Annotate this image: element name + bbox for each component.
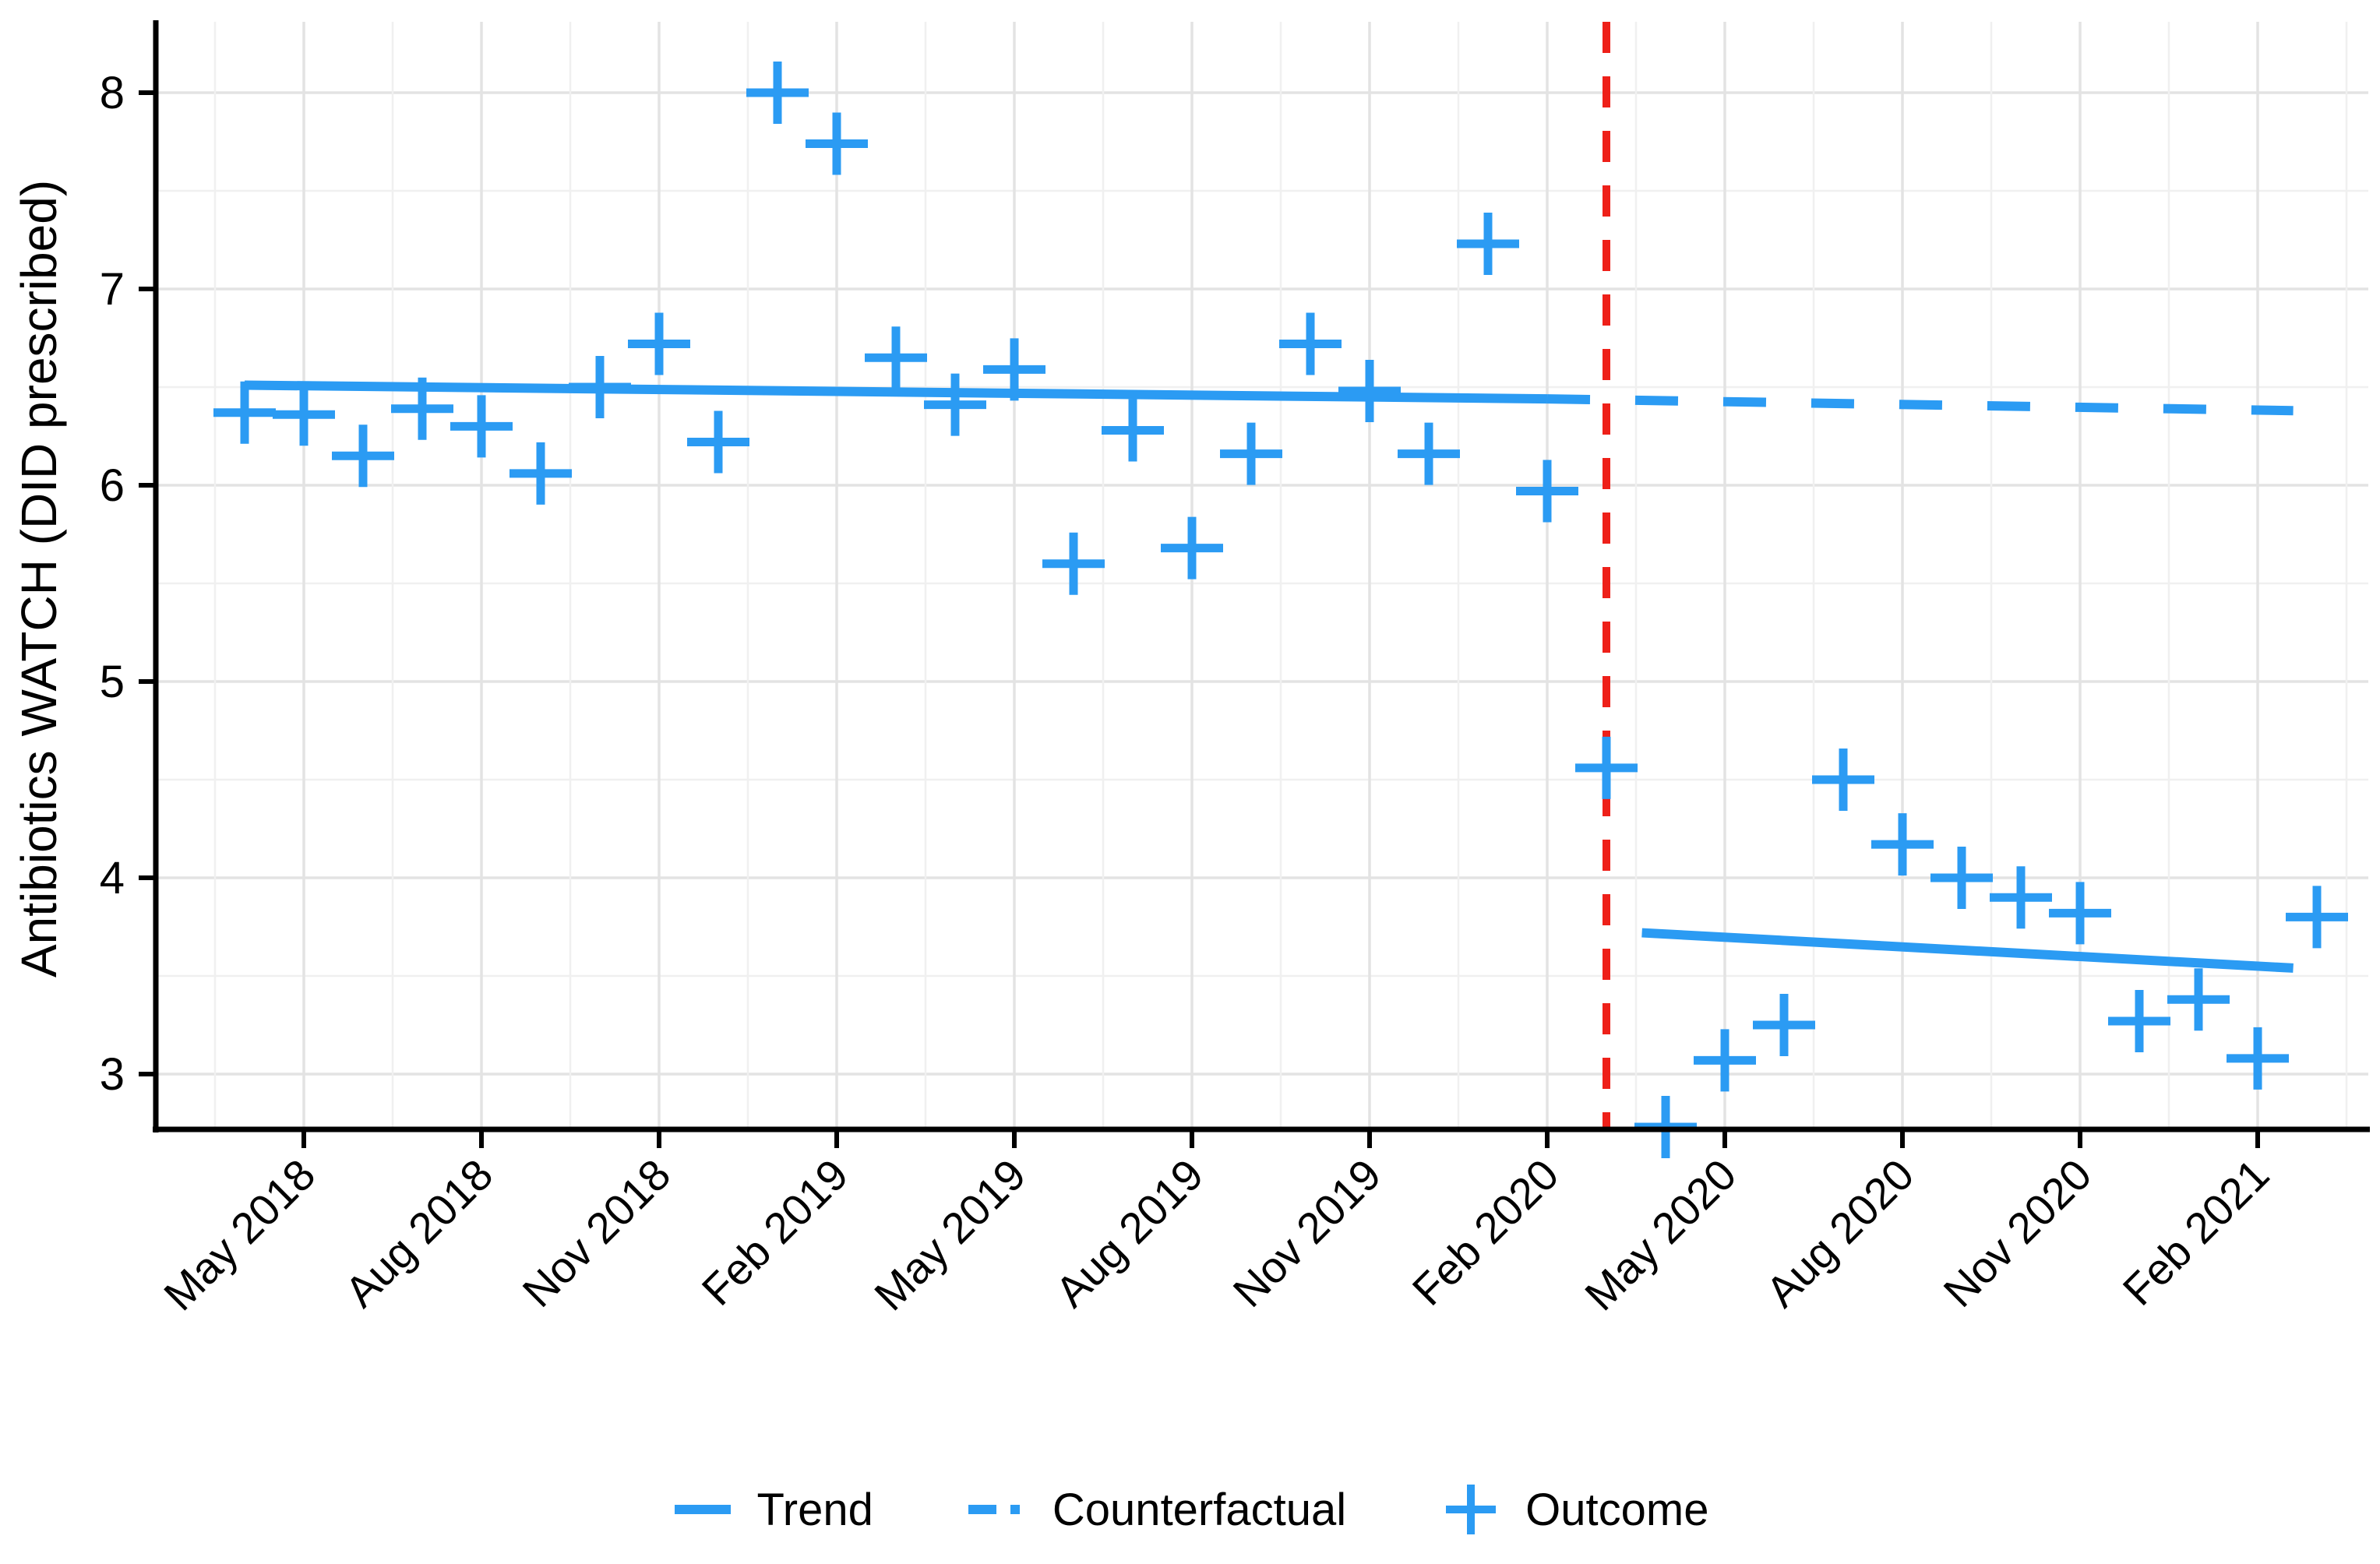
y-tick-label: 7: [100, 264, 125, 315]
x-tick-label: May 2019: [865, 1150, 1035, 1319]
outcome-point: [1457, 213, 1519, 276]
outcome-point: [509, 442, 572, 505]
outcome-point: [2286, 886, 2348, 949]
x-tick-label: Aug 2018: [335, 1150, 502, 1316]
outcome-plus-key-icon: [1446, 1485, 1497, 1534]
counterfactual-line: [1546, 394, 2294, 416]
y-tick-label: 6: [100, 460, 125, 511]
outcome-point: [1812, 749, 1874, 811]
x-tick-label: Aug 2019: [1045, 1150, 1212, 1316]
x-tick-label: Nov 2019: [1223, 1150, 1390, 1316]
y-tick-label: 5: [100, 657, 125, 707]
outcome-point: [450, 395, 513, 458]
legend: Trend Counterfactual Outcome: [0, 1478, 2380, 1541]
outcome-point: [1871, 813, 1934, 876]
outcome-point: [1102, 399, 1164, 462]
outcome-point: [1279, 312, 1342, 375]
outcome-point: [1398, 422, 1460, 485]
outcome-point: [273, 383, 335, 446]
legend-item-outcome: Outcome: [1440, 1478, 1708, 1541]
x-tick-label: Aug 2020: [1756, 1150, 1923, 1316]
trend-line-key-icon: [674, 1505, 731, 1514]
legend-item-counterfactual: Counterfactual: [967, 1478, 1346, 1541]
x-tick-label: May 2018: [154, 1150, 324, 1319]
y-tick-label: 8: [100, 68, 125, 118]
x-tick-label: Feb 2020: [1403, 1150, 1568, 1315]
legend-label: Outcome: [1525, 1484, 1709, 1535]
outcome-point: [1753, 994, 1815, 1056]
legend-label: Counterfactual: [1052, 1484, 1347, 1535]
y-axis-title: Antibiotics WATCH (DID prescribed): [11, 179, 67, 978]
trend-line: [1641, 928, 2294, 973]
outcome-point: [2108, 989, 2170, 1052]
outcome-point: [1338, 360, 1401, 423]
outcome-point: [1694, 1029, 1756, 1092]
x-tick-label: Feb 2021: [2114, 1150, 2279, 1315]
outcome-point: [1042, 532, 1105, 595]
outcome-point: [746, 62, 809, 124]
counterfactual-dash-key-icon: [968, 1505, 1026, 1514]
outcome-point: [569, 356, 631, 418]
y-tick-label: 3: [100, 1049, 125, 1100]
outcome-point: [391, 377, 453, 440]
outcome-point: [1575, 736, 1638, 799]
outcome-point: [332, 424, 394, 488]
outcome-point: [1516, 460, 1578, 523]
outcome-point: [806, 112, 868, 175]
outcome-point: [1220, 422, 1282, 485]
outcome-point: [983, 338, 1045, 401]
outcome-point: [2049, 882, 2111, 945]
outcome-point: [628, 312, 690, 375]
y-tick-label: 4: [100, 853, 125, 904]
outcome-point: [2227, 1027, 2289, 1090]
outcome-point: [865, 326, 927, 389]
x-tick-label: Nov 2020: [1934, 1150, 2100, 1316]
legend-label: Trend: [756, 1484, 873, 1535]
outcome-point: [213, 381, 276, 444]
trend-line: [244, 380, 1548, 404]
outcome-point: [2167, 968, 2230, 1031]
outcome-point: [924, 373, 986, 436]
legend-item-trend: Trend: [672, 1478, 873, 1541]
outcome-point: [687, 410, 749, 474]
x-tick-label: Nov 2018: [513, 1150, 679, 1316]
outcome-point: [1930, 847, 1993, 909]
x-tick-label: Feb 2019: [693, 1150, 858, 1315]
x-tick-label: May 2020: [1575, 1150, 1745, 1319]
outcome-point: [1990, 866, 2052, 929]
outcome-point: [1161, 516, 1223, 579]
